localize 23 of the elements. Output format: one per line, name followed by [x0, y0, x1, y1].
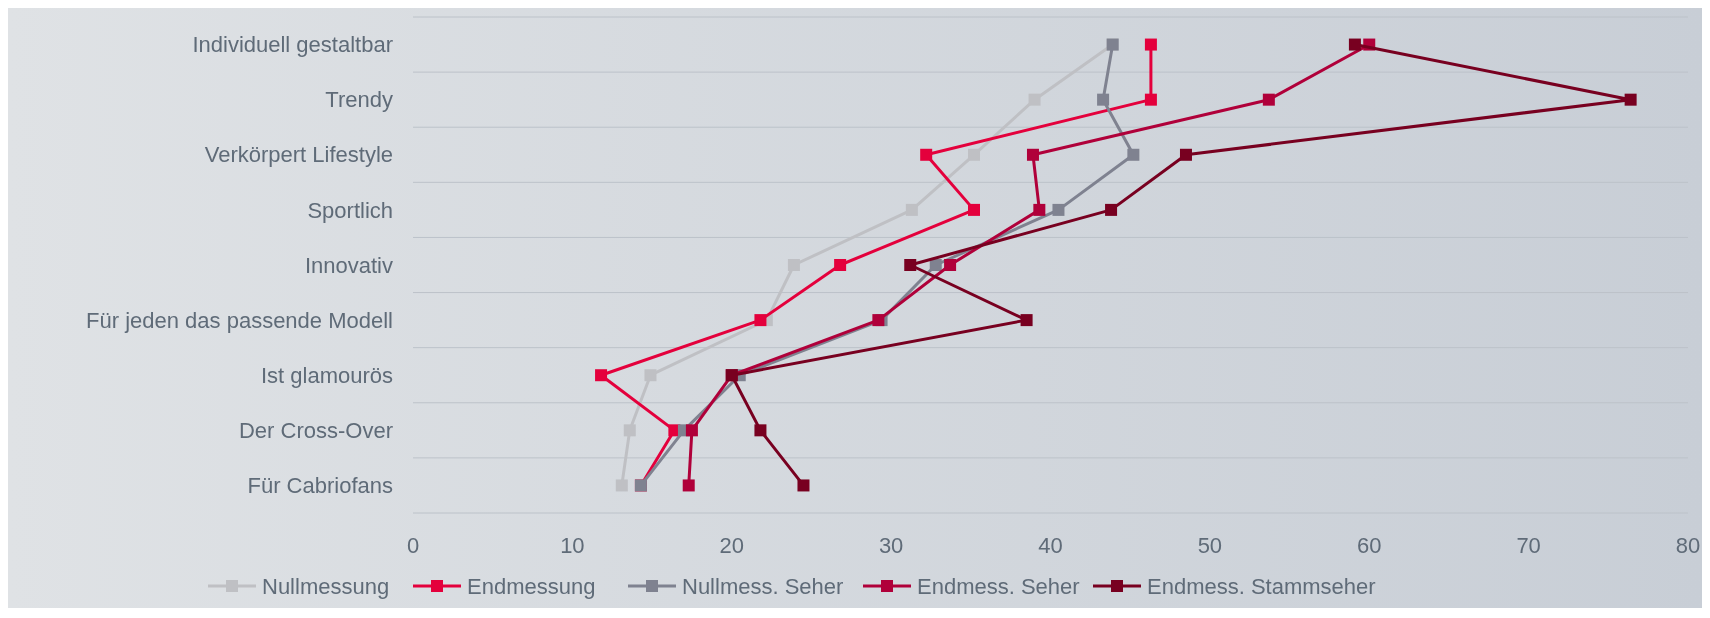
- y-tick-label: Verkörpert Lifestyle: [204, 142, 393, 168]
- x-tick-label: 80: [1675, 533, 1701, 558]
- x-tick-label: 40: [1038, 533, 1063, 558]
- legend-label: Endmess. Stammseher: [1147, 573, 1376, 599]
- y-tick-label: Sportlich: [307, 197, 393, 223]
- y-tick-label: Trendy: [325, 87, 393, 113]
- y-tick-label: Ist glamourös: [260, 362, 393, 388]
- legend-label: Nullmessung: [262, 573, 390, 599]
- x-tick-label: 70: [1516, 533, 1541, 558]
- legend-label: Endmessung: [467, 573, 596, 599]
- legend-label: Endmess. Seher: [917, 573, 1080, 599]
- x-tick-label: 10: [560, 533, 585, 558]
- x-tick-label: 30: [878, 533, 904, 558]
- y-tick-label: Individuell gestaltbar: [192, 32, 393, 58]
- x-tick-label: 20: [719, 533, 744, 558]
- y-tick-label: Für jeden das passende Modell: [86, 307, 393, 333]
- legend-label: Nullmess. Seher: [682, 573, 844, 599]
- y-tick-label: Der Cross-Over: [238, 418, 393, 444]
- x-tick-label: 60: [1357, 533, 1382, 558]
- y-tick-label: Innovativ: [304, 252, 393, 278]
- y-tick-label: Für Cabriofans: [247, 473, 393, 499]
- x-tick-label: 50: [1197, 533, 1223, 558]
- x-tick-label: 0: [406, 533, 420, 558]
